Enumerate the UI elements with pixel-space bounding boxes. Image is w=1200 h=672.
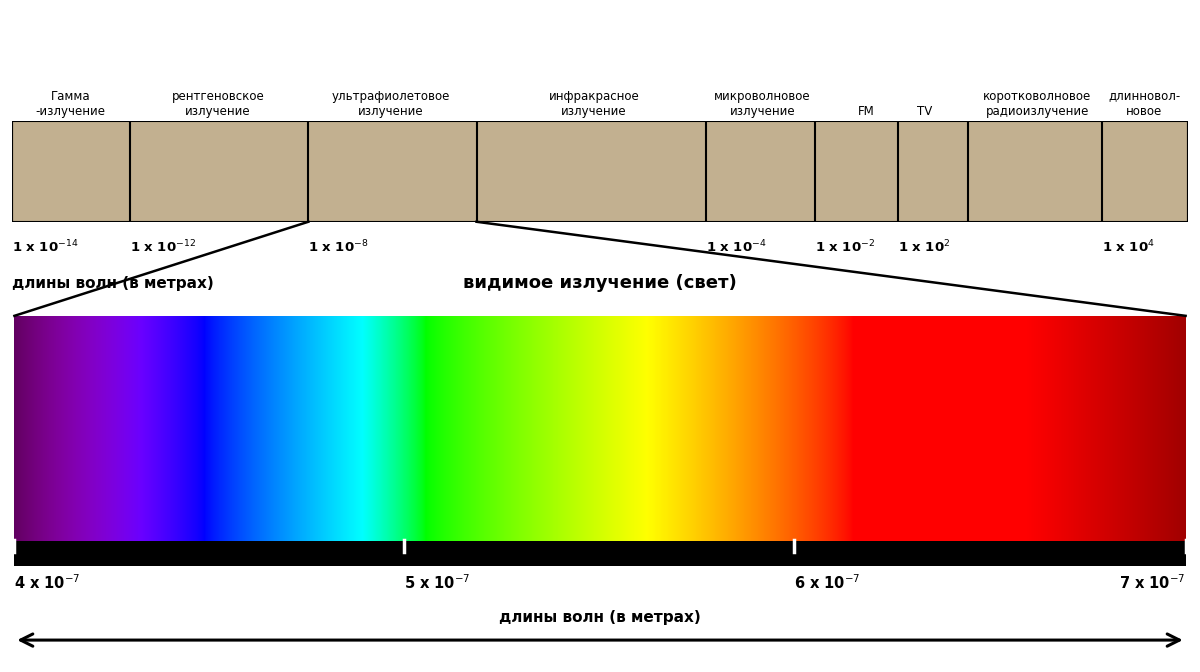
Text: рентгеновское
излучение: рентгеновское излучение (172, 89, 264, 118)
Text: коротковолновое
радиоизлучение: коротковолновое радиоизлучение (983, 89, 1092, 118)
Text: микроволновое
излучение: микроволновое излучение (714, 89, 811, 118)
Text: 7 x 10$^{-7}$: 7 x 10$^{-7}$ (1120, 573, 1186, 592)
Text: FM: FM (858, 105, 874, 118)
Text: 5 x 10$^{-7}$: 5 x 10$^{-7}$ (404, 573, 470, 592)
Text: 1 x 10$^{-4}$: 1 x 10$^{-4}$ (706, 239, 767, 255)
Text: видимое излучение (свет): видимое излучение (свет) (463, 274, 737, 292)
Text: 6 x 10$^{-7}$: 6 x 10$^{-7}$ (794, 573, 860, 592)
Text: TV: TV (917, 105, 932, 118)
Text: инфракрасное
излучение: инфракрасное излучение (548, 89, 640, 118)
Text: 1 x 10$^{-12}$: 1 x 10$^{-12}$ (130, 239, 196, 255)
Text: длины волн (в метрах): длины волн (в метрах) (12, 276, 214, 290)
Text: длины волн (в метрах): длины волн (в метрах) (499, 610, 701, 625)
Text: Гамма
-излучение: Гамма -излучение (36, 89, 106, 118)
Text: длинновол-
новое: длинновол- новое (1109, 89, 1181, 118)
Text: ультрафиолетовое
излучение: ультрафиолетовое излучение (331, 89, 450, 118)
Text: 1 x 10$^{2}$: 1 x 10$^{2}$ (898, 239, 950, 255)
Text: 1 x 10$^{4}$: 1 x 10$^{4}$ (1102, 239, 1156, 255)
Text: 1 x 10$^{-2}$: 1 x 10$^{-2}$ (815, 239, 876, 255)
Text: 4 x 10$^{-7}$: 4 x 10$^{-7}$ (14, 573, 80, 592)
Text: 1 x 10$^{-14}$: 1 x 10$^{-14}$ (12, 239, 78, 255)
Text: 1 x 10$^{-8}$: 1 x 10$^{-8}$ (308, 239, 368, 255)
